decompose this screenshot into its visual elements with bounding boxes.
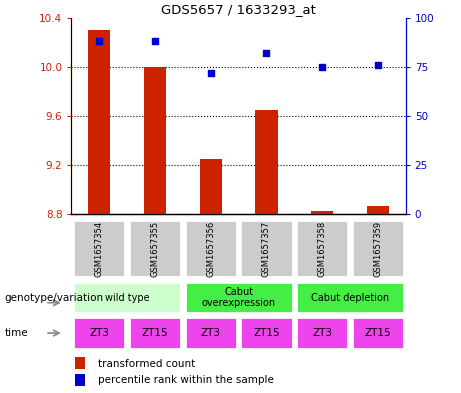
Text: ZT3: ZT3 xyxy=(312,328,332,338)
Bar xyxy=(184,220,237,277)
Bar xyxy=(352,220,404,277)
Bar xyxy=(73,220,125,277)
Text: ZT15: ZT15 xyxy=(365,328,391,338)
Text: GSM1657355: GSM1657355 xyxy=(150,220,160,277)
Bar xyxy=(366,206,389,214)
Point xyxy=(151,38,159,44)
Text: Cabut
overexpression: Cabut overexpression xyxy=(201,287,276,309)
Text: ZT3: ZT3 xyxy=(89,328,109,338)
Bar xyxy=(88,30,111,214)
Bar xyxy=(184,282,293,313)
Bar xyxy=(352,318,404,349)
Text: GSM1657358: GSM1657358 xyxy=(318,220,327,277)
Bar xyxy=(240,318,293,349)
Point xyxy=(207,70,214,76)
Text: GSM1657357: GSM1657357 xyxy=(262,220,271,277)
Text: genotype/variation: genotype/variation xyxy=(5,293,104,303)
Text: GSM1657354: GSM1657354 xyxy=(95,220,104,277)
Text: ZT15: ZT15 xyxy=(142,328,168,338)
Text: percentile rank within the sample: percentile rank within the sample xyxy=(98,375,274,385)
Bar xyxy=(200,159,222,214)
Title: GDS5657 / 1633293_at: GDS5657 / 1633293_at xyxy=(161,4,316,17)
Text: GSM1657359: GSM1657359 xyxy=(373,220,382,277)
Bar xyxy=(144,67,166,214)
Bar xyxy=(73,318,125,349)
Point xyxy=(374,62,382,68)
Text: Cabut depletion: Cabut depletion xyxy=(311,293,389,303)
Bar xyxy=(296,318,349,349)
Bar xyxy=(184,318,237,349)
Bar xyxy=(311,211,333,214)
Bar xyxy=(296,282,404,313)
Text: transformed count: transformed count xyxy=(98,358,195,369)
Bar xyxy=(129,220,181,277)
Bar xyxy=(255,110,278,214)
Text: wild type: wild type xyxy=(105,293,149,303)
Bar xyxy=(129,318,181,349)
Text: ZT15: ZT15 xyxy=(253,328,280,338)
Bar xyxy=(75,374,85,386)
Point xyxy=(263,50,270,56)
Bar xyxy=(73,282,181,313)
Text: time: time xyxy=(5,328,28,338)
Bar xyxy=(240,220,293,277)
Bar xyxy=(75,357,85,369)
Point xyxy=(95,38,103,44)
Point xyxy=(319,64,326,70)
Bar xyxy=(296,220,349,277)
Text: ZT3: ZT3 xyxy=(201,328,221,338)
Text: GSM1657356: GSM1657356 xyxy=(206,220,215,277)
